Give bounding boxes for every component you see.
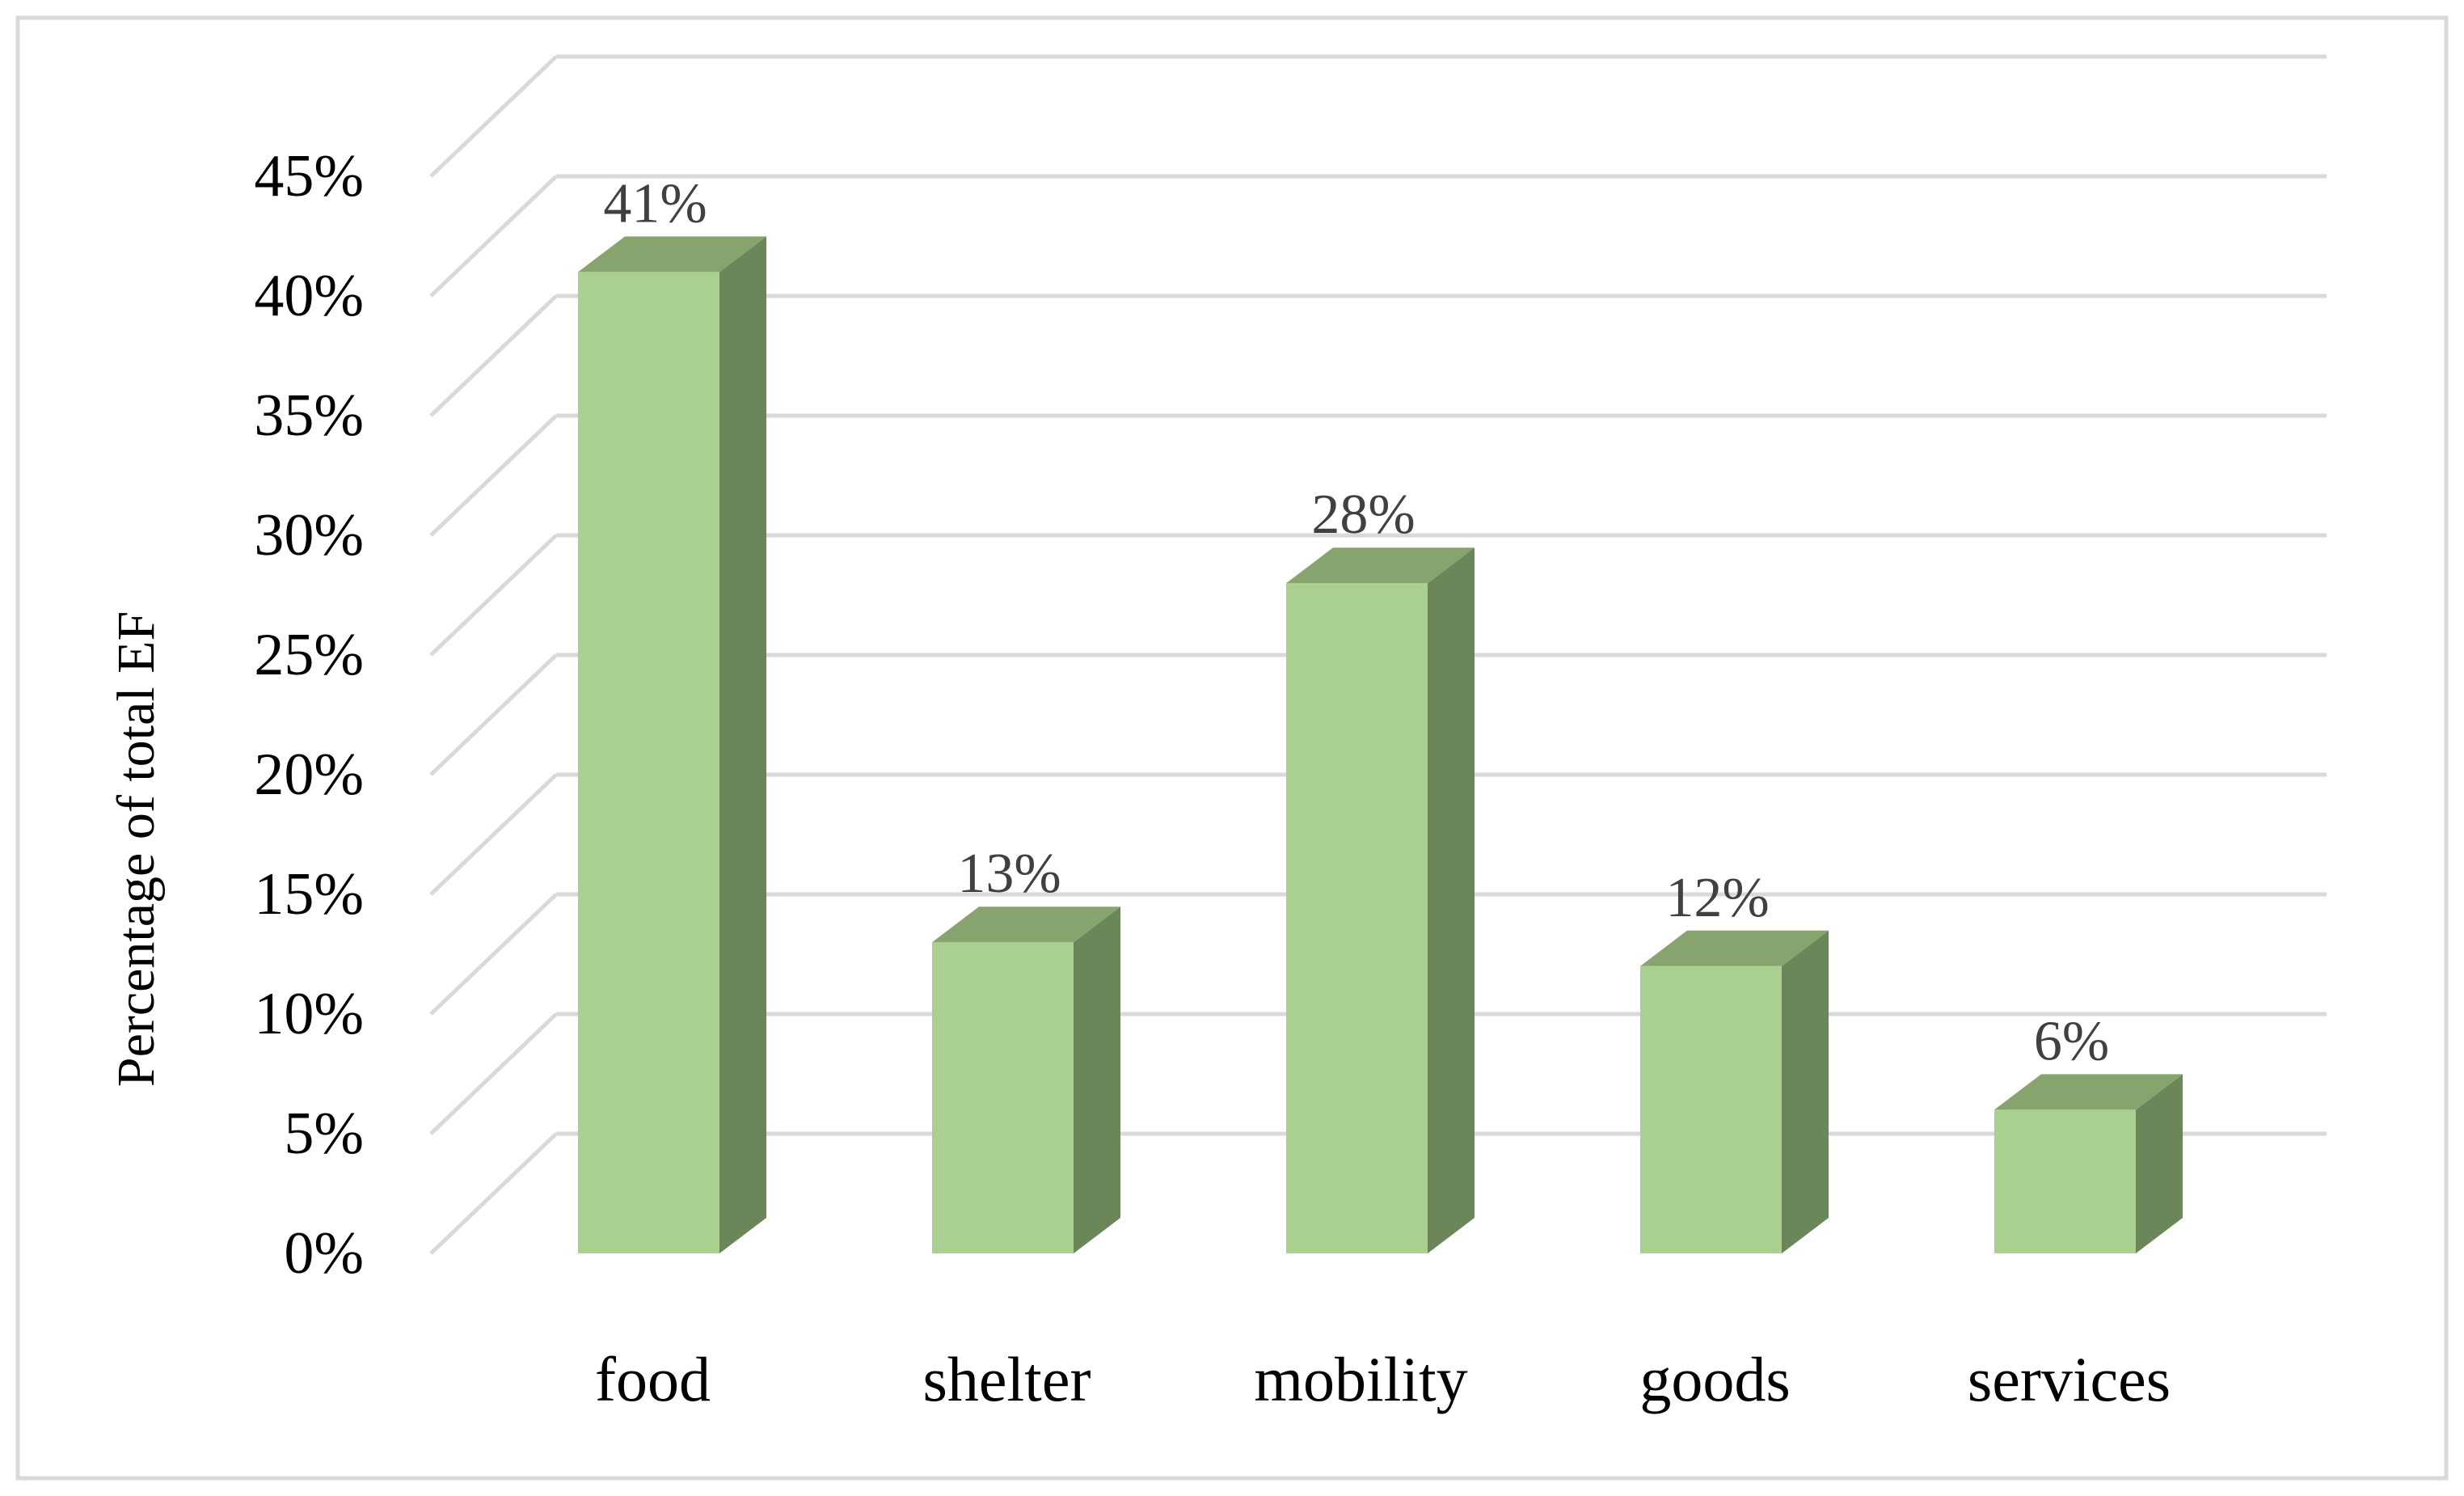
gridline-depth-9 <box>429 55 558 178</box>
data-label: 12% <box>1665 867 1769 929</box>
y-axis-ticks: 0% 5% 10% 15% 20% 25% 30% 35% 40% 45% <box>254 143 364 1287</box>
bar-front <box>932 942 1074 1253</box>
bar-top <box>1286 547 1475 584</box>
gridline-depth-6 <box>429 414 558 537</box>
bar-goods <box>1640 930 1829 1253</box>
gridline-depth-8 <box>429 175 558 298</box>
y-tick-label: 20% <box>254 742 364 808</box>
bar-shelter <box>932 906 1120 1253</box>
bar-side <box>1428 547 1475 1253</box>
x-category-label: mobility <box>1254 1344 1467 1414</box>
bar-top <box>578 236 766 273</box>
x-category-label: shelter <box>923 1344 1091 1414</box>
bars <box>578 236 2183 1253</box>
gridline-depth-4 <box>429 653 558 776</box>
bar-top <box>1994 1074 2183 1110</box>
bar-front <box>1286 583 1428 1253</box>
bar-side <box>2136 1074 2183 1253</box>
gridline-depth-7 <box>429 294 558 417</box>
gridline-depth-5 <box>429 534 558 657</box>
data-label: 13% <box>957 843 1061 905</box>
y-tick-label: 10% <box>254 981 364 1047</box>
data-labels: 41% 13% 28% 12% 6% <box>603 172 2109 1072</box>
bar-services <box>1994 1074 2183 1253</box>
x-category-label: services <box>1968 1344 2171 1414</box>
bar-top <box>932 906 1120 943</box>
y-axis-title: Percentage of total EF <box>107 611 166 1087</box>
y-tick-label: 30% <box>254 502 364 568</box>
data-label: 28% <box>1311 484 1415 546</box>
gridline-depth-1 <box>429 1012 558 1135</box>
gridline-depth-2 <box>429 893 558 1016</box>
gridline-depth-3 <box>429 773 558 896</box>
bar-front <box>1994 1109 2136 1253</box>
bar-top <box>1640 930 1829 966</box>
bar-food <box>578 236 766 1253</box>
bar-front <box>1640 966 1782 1253</box>
bar-side <box>719 236 766 1253</box>
y-tick-label: 45% <box>254 143 364 209</box>
y-tick-label: 25% <box>254 622 364 688</box>
bar-front <box>578 272 719 1253</box>
data-label: 6% <box>2034 1010 2109 1072</box>
y-tick-label: 15% <box>254 861 364 928</box>
y-tick-label: 0% <box>284 1220 364 1287</box>
y-tick-label: 35% <box>254 382 364 449</box>
x-category-label: food <box>595 1344 711 1414</box>
y-tick-label: 5% <box>284 1101 364 1167</box>
x-category-label: goods <box>1639 1344 1790 1414</box>
data-label: 41% <box>603 172 707 235</box>
y-tick-label: 40% <box>254 263 364 329</box>
bar-mobility <box>1286 547 1475 1253</box>
chart-frame <box>15 15 2449 1481</box>
bar-side <box>1782 930 1829 1253</box>
bar-side <box>1074 906 1120 1253</box>
x-axis-categories: food shelter mobility goods services <box>595 1344 2171 1414</box>
gridline-depth-0 <box>429 1132 558 1255</box>
